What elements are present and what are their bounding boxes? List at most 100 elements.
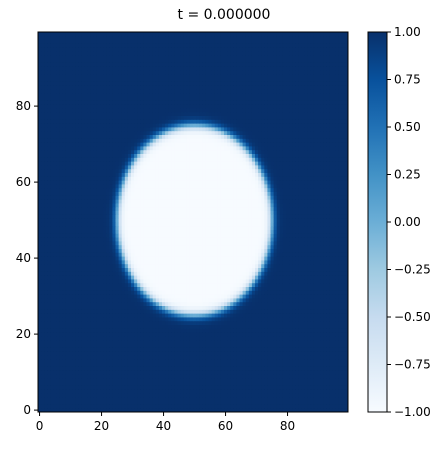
heatmap-cell: [103, 282, 107, 287]
heatmap-cell: [286, 305, 290, 310]
heatmap-cell: [47, 370, 51, 375]
heatmap-cell: [38, 244, 42, 249]
heatmap-cell: [301, 267, 305, 272]
heatmap-cell: [233, 393, 237, 398]
heatmap-cell: [261, 343, 265, 348]
heatmap-cell: [41, 328, 45, 333]
heatmap-cell: [344, 355, 349, 360]
heatmap-cell: [267, 374, 271, 379]
heatmap-cell: [242, 358, 247, 363]
heatmap-cell: [140, 320, 144, 325]
heatmap-cell: [134, 282, 138, 287]
heatmap-cell: [242, 362, 247, 367]
heatmap-cell: [53, 298, 57, 303]
heatmap-cell: [242, 233, 247, 238]
heatmap-cell: [124, 286, 129, 291]
heatmap-cell: [258, 343, 262, 348]
heatmap-cell: [75, 358, 79, 363]
heatmap-cell: [87, 256, 92, 261]
heatmap-cell: [146, 351, 150, 356]
heatmap-cell: [214, 404, 219, 409]
heatmap-cell: [267, 282, 271, 287]
heatmap-cell: [38, 389, 42, 394]
heatmap-cell: [279, 408, 284, 413]
heatmap-cell: [307, 252, 312, 257]
heatmap-cell: [264, 343, 268, 348]
heatmap-cell: [326, 225, 330, 230]
heatmap-cell: [292, 313, 296, 318]
heatmap-cell: [106, 290, 110, 295]
heatmap-cell: [90, 229, 95, 234]
heatmap-cell: [177, 332, 181, 337]
heatmap-cell: [341, 400, 346, 405]
heatmap-cell: [41, 260, 45, 265]
heatmap-cell: [304, 241, 309, 246]
heatmap-cell: [162, 404, 166, 409]
heatmap-cell: [255, 336, 259, 341]
heatmap-cell: [158, 252, 163, 257]
heatmap-cell: [121, 408, 126, 413]
heatmap-cell: [270, 393, 274, 398]
heatmap-cell: [270, 267, 274, 272]
heatmap-cell: [341, 377, 346, 382]
heatmap-cell: [214, 374, 219, 379]
heatmap-cell: [103, 351, 107, 356]
heatmap-cell: [317, 248, 321, 253]
heatmap-cell: [329, 286, 333, 291]
heatmap-cell: [189, 313, 194, 318]
heatmap-cell: [338, 290, 343, 295]
heatmap-cell: [65, 252, 70, 257]
heatmap-cell: [72, 370, 76, 375]
heatmap-cell: [81, 351, 85, 356]
heatmap-cell: [100, 244, 104, 249]
heatmap-cell: [53, 400, 57, 405]
heatmap-cell: [289, 362, 293, 367]
heatmap-cell: [323, 301, 327, 306]
heatmap-cell: [155, 370, 160, 375]
heatmap-cell: [298, 225, 302, 230]
heatmap-cell: [230, 252, 234, 257]
heatmap-cell: [236, 282, 240, 287]
heatmap-cell: [341, 328, 346, 333]
heatmap-cell: [134, 347, 138, 352]
heatmap-cell: [292, 294, 296, 299]
heatmap-cell: [186, 267, 191, 272]
heatmap-cell: [44, 347, 48, 352]
heatmap-cell: [282, 339, 287, 344]
heatmap-cell: [251, 229, 256, 234]
heatmap-cell: [261, 389, 265, 394]
heatmap-cell: [44, 275, 48, 280]
heatmap-cell: [193, 263, 197, 268]
heatmap-cell: [93, 408, 98, 413]
heatmap-cell: [134, 279, 138, 284]
heatmap-cell: [124, 290, 129, 295]
heatmap-cell: [208, 290, 212, 295]
heatmap-cell: [224, 301, 228, 306]
heatmap-cell: [258, 362, 262, 367]
heatmap-cell: [255, 328, 259, 333]
heatmap-cell: [38, 336, 42, 341]
heatmap-cell: [121, 290, 126, 295]
heatmap-cell: [62, 404, 67, 409]
heatmap-cell: [165, 339, 169, 344]
heatmap-cell: [227, 362, 231, 367]
heatmap-cell: [338, 332, 343, 337]
heatmap-cell: [124, 222, 129, 227]
heatmap-cell: [202, 389, 206, 394]
heatmap-cell: [202, 347, 206, 352]
heatmap-cell: [59, 400, 64, 405]
heatmap-cell: [239, 271, 243, 276]
heatmap-cell: [208, 343, 212, 348]
heatmap-cell: [279, 267, 284, 272]
heatmap-cell: [341, 343, 346, 348]
heatmap-cell: [224, 358, 228, 363]
heatmap-cell: [137, 267, 141, 272]
heatmap-cell: [174, 248, 178, 253]
heatmap-cell: [217, 328, 222, 333]
heatmap-cell: [301, 313, 305, 318]
heatmap-cell: [103, 301, 107, 306]
heatmap-cell: [313, 393, 318, 398]
heatmap-cell: [134, 339, 138, 344]
heatmap-cell: [220, 339, 225, 344]
heatmap-cell: [202, 309, 206, 314]
